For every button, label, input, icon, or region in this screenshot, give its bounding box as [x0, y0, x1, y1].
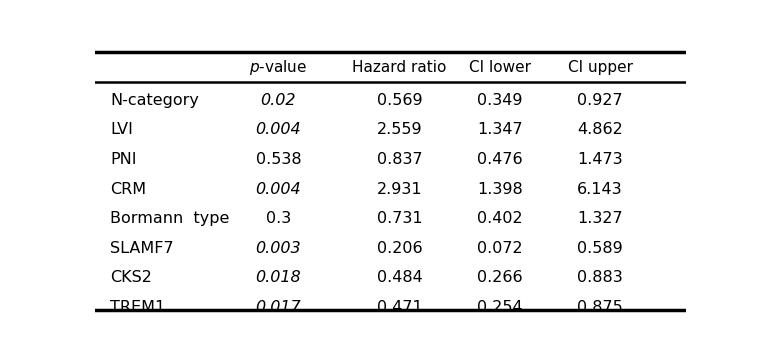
Text: 2.931: 2.931	[376, 182, 422, 197]
Text: 0.254: 0.254	[477, 300, 523, 315]
Text: 0.02: 0.02	[261, 93, 296, 108]
Text: CKS2: CKS2	[110, 271, 152, 286]
Text: 0.003: 0.003	[255, 241, 301, 256]
Text: 0.206: 0.206	[376, 241, 422, 256]
Text: 0.018: 0.018	[255, 271, 301, 286]
Text: SLAMF7: SLAMF7	[110, 241, 174, 256]
Text: 0.349: 0.349	[477, 93, 523, 108]
Text: CI upper: CI upper	[568, 60, 632, 75]
Text: 0.837: 0.837	[376, 152, 422, 167]
Text: 4.862: 4.862	[578, 122, 623, 137]
Text: 0.731: 0.731	[376, 211, 422, 226]
Text: 0.538: 0.538	[255, 152, 301, 167]
Text: CRM: CRM	[110, 182, 146, 197]
Text: 1.473: 1.473	[578, 152, 623, 167]
Text: 0.569: 0.569	[376, 93, 422, 108]
Text: Hazard ratio: Hazard ratio	[352, 60, 447, 75]
Text: 0.017: 0.017	[255, 300, 301, 315]
Text: 0.266: 0.266	[477, 271, 523, 286]
Text: 0.004: 0.004	[255, 122, 301, 137]
Text: 0.402: 0.402	[477, 211, 523, 226]
Text: 0.927: 0.927	[578, 93, 623, 108]
Text: 1.347: 1.347	[477, 122, 523, 137]
Text: 1.327: 1.327	[578, 211, 623, 226]
Text: Bormann  type: Bormann type	[110, 211, 229, 226]
Text: 0.484: 0.484	[376, 271, 422, 286]
Text: 6.143: 6.143	[578, 182, 623, 197]
Text: 0.471: 0.471	[376, 300, 422, 315]
Text: PNI: PNI	[110, 152, 136, 167]
Text: 0.883: 0.883	[578, 271, 623, 286]
Text: $p$-value: $p$-value	[249, 58, 307, 77]
Text: 2.559: 2.559	[376, 122, 422, 137]
Text: 0.3: 0.3	[266, 211, 291, 226]
Text: 0.072: 0.072	[477, 241, 523, 256]
Text: 0.476: 0.476	[477, 152, 523, 167]
Text: CI lower: CI lower	[469, 60, 531, 75]
Text: 0.875: 0.875	[578, 300, 623, 315]
Text: 1.398: 1.398	[477, 182, 523, 197]
Text: N-category: N-category	[110, 93, 199, 108]
Text: 0.589: 0.589	[578, 241, 623, 256]
Text: 0.004: 0.004	[255, 182, 301, 197]
Text: TREM1: TREM1	[110, 300, 165, 315]
Text: LVI: LVI	[110, 122, 133, 137]
